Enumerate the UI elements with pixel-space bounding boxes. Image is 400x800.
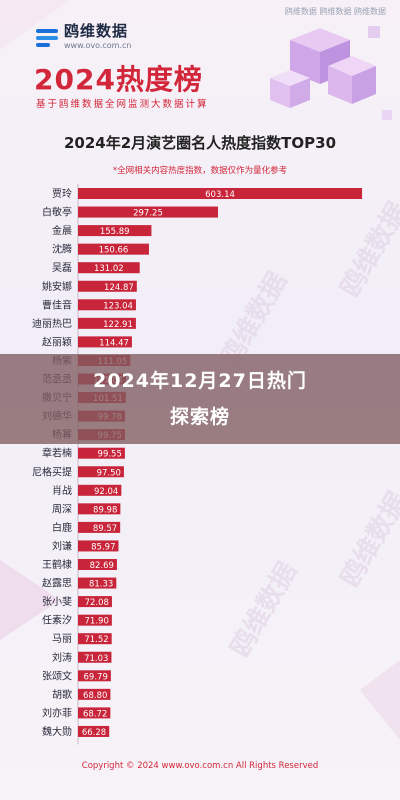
value-label: 71.90 — [85, 617, 109, 627]
bar — [78, 206, 218, 218]
bar — [78, 317, 136, 329]
bar — [78, 299, 136, 311]
value-label: 124.87 — [104, 283, 134, 293]
bar — [78, 540, 119, 552]
value-label: 122.91 — [103, 320, 133, 330]
category-label: 胡歌 — [52, 688, 72, 701]
value-label: 131.02 — [94, 264, 124, 274]
category-label: 尼格买提 — [32, 465, 72, 478]
value-label: 85.97 — [91, 542, 115, 552]
value-label: 97.50 — [97, 468, 121, 478]
bar — [78, 559, 117, 570]
category-label: 周深 — [52, 503, 72, 515]
value-label: 603.14 — [205, 190, 235, 200]
bar — [78, 614, 112, 626]
bar — [78, 577, 117, 589]
category-label: 姚安娜 — [42, 280, 72, 293]
category-label: 白敬亭 — [42, 206, 72, 219]
category-label: 任素汐 — [42, 614, 72, 627]
bar — [78, 725, 110, 737]
logo-icon — [36, 26, 58, 48]
bar — [78, 688, 111, 700]
value-label: 89.98 — [93, 505, 117, 515]
overlay-title-line-2: 探索榜 — [169, 406, 230, 428]
overlay-title-line-1: 2024年12月27日热门 — [93, 370, 307, 392]
value-label: 150.66 — [99, 246, 129, 256]
value-label: 155.89 — [100, 227, 130, 237]
big-title: 2024热度榜 — [34, 63, 203, 96]
category-label: 赵露思 — [42, 577, 72, 590]
value-label: 71.52 — [84, 635, 108, 645]
logo-url: www.ovo.com.cn — [64, 41, 132, 50]
value-label: 68.80 — [83, 691, 107, 701]
category-label: 吴磊 — [52, 262, 72, 274]
bar — [78, 262, 140, 274]
bar — [78, 707, 111, 719]
category-label: 张小斐 — [42, 596, 72, 608]
category-label: 赵丽颖 — [42, 335, 72, 348]
category-label: 曹佳音 — [42, 298, 72, 311]
logo: 鸥维数据 www.ovo.com.cn — [36, 22, 131, 52]
chart-title: 2024年2月演艺圈名人热度指数TOP30 — [63, 134, 337, 152]
bar — [78, 596, 112, 608]
bar — [78, 280, 137, 292]
bar — [78, 670, 111, 682]
cube-decoration-icon — [270, 26, 392, 120]
footer-copyright: Copyright © 2024 www.ovo.com.cn All Righ… — [81, 761, 319, 771]
bar — [78, 484, 122, 496]
category-label: 沈腾 — [52, 243, 72, 256]
category-label: 魏大勋 — [42, 725, 72, 738]
value-label: 99.55 — [98, 450, 122, 460]
top-brand-text: 鸥维数据 鸥维数据 鸥维数据 — [284, 7, 386, 16]
category-label: 贾玲 — [52, 188, 72, 200]
category-label: 张颂文 — [42, 669, 72, 682]
title-overlay — [0, 354, 400, 444]
category-label: 金晨 — [52, 224, 72, 237]
value-label: 68.72 — [83, 709, 107, 719]
value-label: 82.69 — [90, 561, 114, 571]
category-label: 马丽 — [52, 633, 72, 645]
value-label: 81.33 — [89, 580, 113, 590]
category-label: 刘涛 — [52, 651, 72, 664]
value-label: 69.79 — [84, 672, 108, 682]
bar — [78, 503, 121, 515]
value-label: 66.28 — [82, 728, 106, 738]
value-label: 297.25 — [133, 209, 163, 219]
sub-title: 基于鸥维数据全网监测大数据计算 — [36, 99, 209, 110]
bar — [78, 521, 121, 533]
bar — [78, 633, 112, 645]
chart-note: *全网相关内容热度指数，数据仅作为量化参考 — [112, 166, 288, 176]
bar — [78, 225, 152, 237]
value-label: 89.57 — [93, 524, 117, 534]
value-label: 123.04 — [103, 301, 133, 311]
category-label: 王鹤棣 — [42, 558, 72, 571]
category-label: 刘亦菲 — [42, 706, 72, 719]
category-label: 白鹿 — [52, 521, 72, 534]
logo-name: 鸥维数据 — [64, 22, 129, 40]
value-label: 71.03 — [84, 654, 108, 664]
category-label: 章若楠 — [42, 447, 72, 460]
value-label: 92.04 — [94, 487, 118, 497]
category-label: 迪丽热巴 — [32, 317, 72, 330]
bar — [78, 243, 149, 255]
bar — [78, 447, 125, 459]
bar — [78, 336, 132, 348]
value-label: 114.47 — [99, 338, 129, 348]
category-label: 肖战 — [52, 484, 72, 497]
category-label: 刘谦 — [52, 539, 72, 552]
bar — [78, 651, 112, 663]
bar — [78, 188, 363, 199]
bar-chart: 贾玲 603.14 白敬亭 297.25 金晨 155.89 沈腾 150.66 吴磊 131.0… — [32, 184, 363, 745]
value-label: 72.08 — [85, 598, 109, 608]
bar — [78, 466, 124, 478]
